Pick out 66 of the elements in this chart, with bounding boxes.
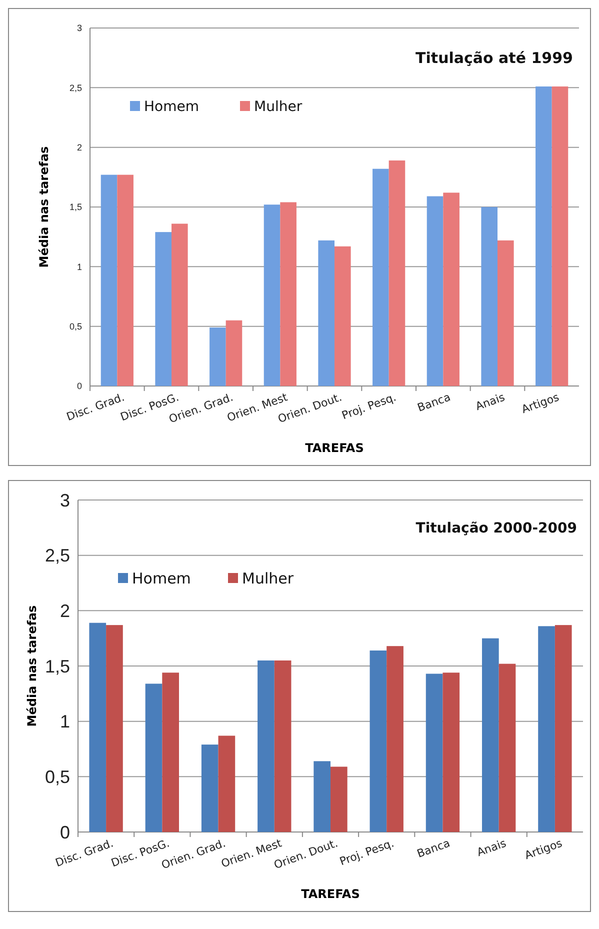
- bar: [89, 622, 106, 832]
- bar: [106, 625, 123, 832]
- bar: [482, 638, 499, 832]
- bar: [426, 196, 444, 386]
- bar: [100, 174, 118, 386]
- bar: [218, 736, 236, 832]
- bar: [372, 168, 389, 386]
- bar: [386, 646, 404, 832]
- bar: [442, 672, 460, 832]
- legend-label: Homem: [132, 569, 191, 588]
- bar: [370, 650, 387, 832]
- legend-label: Homem: [144, 98, 199, 115]
- y-tick-label: 0: [60, 822, 70, 842]
- bar: [274, 660, 292, 832]
- bar: [280, 202, 296, 386]
- bar: [201, 744, 218, 832]
- y-tick-label: 0,5: [69, 321, 82, 332]
- y-tick-label: 0: [76, 381, 82, 392]
- x-tick-label: Banca: [416, 390, 452, 414]
- bar: [258, 660, 274, 832]
- text: Titulação até 1999: [416, 49, 573, 68]
- x-tick-label: Anais: [475, 836, 508, 860]
- bar: [314, 761, 330, 832]
- bar: [443, 192, 460, 386]
- legend-label: Mulher: [242, 569, 294, 588]
- bar: [226, 320, 242, 386]
- y-tick-label: 2: [76, 142, 82, 152]
- y-axis-title: Média nas tarefas: [37, 146, 51, 268]
- bar: [554, 625, 572, 832]
- y-axis-title: Média nas tarefas: [25, 605, 39, 727]
- y-tick-label: 1: [60, 712, 70, 732]
- text: Titulação 2000-2009: [416, 520, 577, 537]
- x-tick-label: Proj. Pesq.: [340, 390, 398, 422]
- bar: [334, 246, 351, 386]
- bar: [552, 86, 568, 386]
- x-tick-label: Banca: [415, 836, 452, 860]
- bar: [498, 664, 516, 832]
- bar: [210, 328, 226, 386]
- bar: [481, 207, 498, 386]
- y-tick-label: 2: [60, 600, 70, 621]
- x-axis-title: TAREFAS: [301, 887, 360, 901]
- bar: [498, 240, 514, 386]
- bar: [318, 240, 334, 386]
- bar: [536, 86, 552, 386]
- bar: [538, 626, 555, 832]
- bar: [155, 232, 172, 386]
- y-tick-label: 2,5: [44, 546, 70, 566]
- y-tick-label: 3: [76, 23, 82, 34]
- bar: [388, 160, 406, 386]
- y-tick-label: 1,5: [44, 656, 70, 676]
- y-tick-label: 1: [76, 262, 82, 272]
- bar: [264, 204, 280, 386]
- x-tick-label: Anais: [474, 390, 507, 414]
- bar: [162, 672, 179, 832]
- legend-label: Mulher: [254, 98, 302, 115]
- bar: [117, 174, 134, 386]
- bar: [145, 684, 162, 832]
- x-axis-title: TAREFAS: [305, 441, 364, 455]
- y-tick-label: 3: [60, 490, 70, 510]
- bar: [426, 674, 443, 832]
- x-tick-label: Proj. Pesq.: [338, 836, 396, 868]
- y-tick-label: 1,5: [69, 202, 82, 212]
- y-tick-label: 2,5: [69, 82, 82, 93]
- bar: [330, 766, 348, 832]
- bar: [172, 224, 188, 386]
- y-tick-label: 0,5: [44, 766, 70, 787]
